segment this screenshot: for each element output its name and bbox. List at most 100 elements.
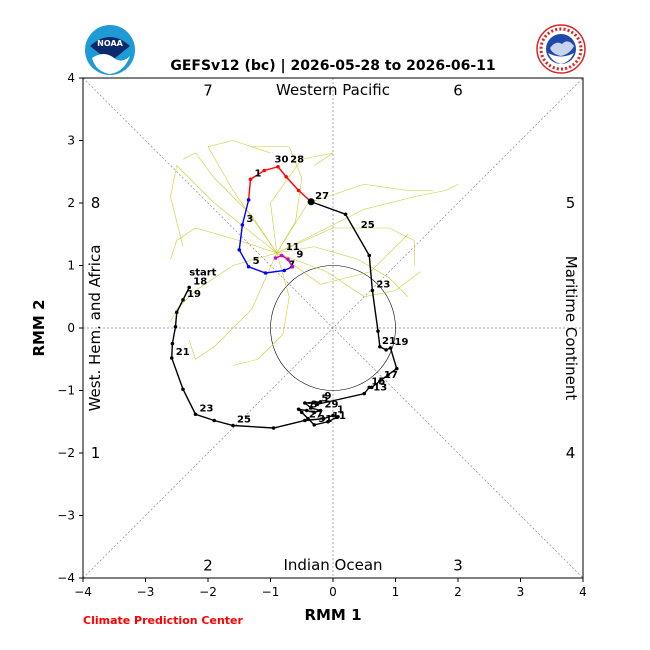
observed-day-label: 31 — [318, 414, 332, 425]
forecast-blue-point — [237, 248, 242, 252]
region-label-left: West. Hem. and Africa — [86, 245, 104, 412]
observed-point — [299, 410, 304, 415]
observed-point — [309, 406, 313, 410]
forecast-magenta-point — [286, 257, 290, 262]
forecast-magenta-line — [275, 254, 293, 268]
phase-label: 5 — [566, 194, 576, 212]
observed-point — [304, 408, 309, 413]
observed-point — [362, 391, 367, 396]
ensemble-member-line — [182, 152, 277, 254]
observed-day-label: 27 — [315, 191, 329, 202]
nws-logo — [536, 24, 586, 74]
observed-point — [386, 373, 390, 377]
observed-day-label: 27 — [309, 410, 323, 421]
phase-label: 2 — [203, 557, 213, 575]
observed-point — [181, 387, 185, 392]
observed-point — [367, 385, 372, 390]
phase-label: 4 — [566, 444, 576, 462]
ensemble-member-line — [276, 252, 421, 298]
ensemble-member-line — [232, 252, 290, 366]
forecast-magenta-point — [279, 253, 284, 258]
observed-point — [343, 212, 348, 217]
noaa-logo: NOAA — [85, 25, 135, 75]
observed-day-label: 25 — [361, 220, 375, 231]
ensemble-member-line — [207, 140, 277, 254]
observed-day-label: 21 — [382, 336, 396, 347]
forecast-red-point — [248, 177, 253, 182]
observed-day-label: 23 — [200, 403, 214, 414]
y-axis-label: RMM 2 — [30, 299, 48, 356]
y-tick-label: 4 — [67, 71, 75, 85]
x-tick-label: 1 — [392, 585, 400, 599]
region-label-top: Western Pacific — [276, 81, 390, 99]
observed-point — [174, 310, 179, 315]
observed-point — [378, 379, 382, 383]
observed-point — [315, 402, 320, 407]
forecast-blue-day-label: 5 — [253, 256, 260, 267]
observed-point — [303, 401, 307, 405]
observed-point — [212, 418, 217, 423]
current-day-marker — [307, 198, 315, 206]
y-tick-label: −1 — [57, 384, 75, 398]
forecast-red-point — [296, 188, 301, 193]
phase-label: 8 — [91, 194, 101, 212]
observed-point — [384, 348, 388, 352]
forecast-red-point — [276, 164, 280, 169]
ensemble-member-line — [170, 164, 277, 254]
observed-point — [336, 414, 340, 419]
ensemble-member-line — [251, 146, 303, 254]
observed-point — [370, 288, 375, 293]
x-tick-label: 4 — [579, 585, 587, 599]
observed-point — [169, 356, 174, 360]
observed-point — [231, 423, 235, 428]
observed-point — [321, 416, 326, 421]
observed-day-label: 7 — [307, 401, 314, 412]
forecast-blue-point — [240, 223, 245, 227]
noaa-logo-text: NOAA — [97, 39, 123, 48]
ensemble-member-line — [188, 252, 278, 360]
observed-day-label: 5 — [321, 393, 328, 404]
observed-point — [173, 324, 178, 329]
forecast-blue-point — [246, 198, 251, 202]
x-tick-label: 2 — [454, 585, 462, 599]
observed-point — [193, 412, 198, 417]
forecast-blue-point — [263, 271, 268, 275]
observed-day-label: 19 — [395, 337, 409, 348]
x-tick-label: 3 — [517, 585, 525, 599]
forecast-blue-point — [246, 264, 251, 269]
forecast-red-point — [262, 168, 267, 173]
observed-point — [326, 419, 330, 424]
x-tick-label: −2 — [199, 585, 217, 599]
ensemble-member-line — [276, 246, 409, 297]
region-label-bottom: Indian Ocean — [283, 556, 382, 574]
unit-circle — [270, 265, 396, 391]
observed-day-label: 21 — [176, 347, 190, 358]
observed-day-label: 13 — [373, 383, 387, 394]
observed-point — [170, 341, 175, 346]
observed-day-label: 17 — [384, 370, 398, 381]
observed-point — [303, 418, 307, 423]
diagonal-guide-line — [82, 77, 584, 579]
y-tick-label: 1 — [67, 259, 75, 273]
y-tick-label: −3 — [57, 509, 75, 523]
ensemble-member-line — [276, 183, 433, 254]
observed-point — [369, 385, 374, 390]
ensemble-member-line — [276, 227, 415, 266]
observed-day-label: 29 — [325, 400, 339, 411]
observed-day-label: 3 — [311, 400, 318, 411]
forecast-blue-day-label: 3 — [246, 214, 253, 225]
observed-point — [181, 298, 185, 302]
y-tick-label: −4 — [57, 571, 75, 585]
x-tick-label: −1 — [262, 585, 280, 599]
observed-point — [367, 253, 372, 258]
forecast-red-day-label: 30 — [275, 155, 289, 166]
x-tick-label: 0 — [329, 585, 337, 599]
y-tick-label: −2 — [57, 446, 75, 460]
observed-day-label: 25 — [237, 415, 251, 426]
phase-label: 3 — [453, 557, 463, 575]
x-tick-label: −3 — [137, 585, 155, 599]
credit-text: Climate Prediction Center — [83, 614, 243, 627]
x-axis-label: RMM 1 — [304, 606, 361, 624]
observed-point — [312, 410, 317, 415]
